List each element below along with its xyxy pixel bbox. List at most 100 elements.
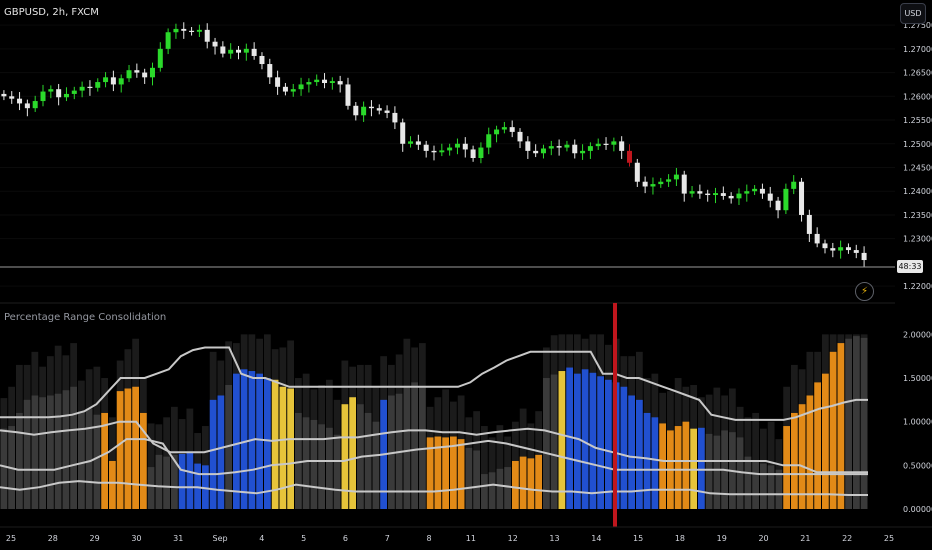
indicator-bar bbox=[845, 338, 852, 509]
candle-body bbox=[236, 49, 242, 53]
indicator-bar bbox=[310, 419, 318, 509]
candle-body bbox=[580, 150, 586, 154]
candle-body bbox=[439, 150, 445, 153]
indicator-bar bbox=[473, 450, 480, 509]
price-grid bbox=[0, 24, 895, 287]
indicator-bar bbox=[457, 439, 465, 509]
time-tick-label: 25 bbox=[6, 534, 16, 543]
candle-body bbox=[149, 67, 155, 78]
indicator-bar bbox=[481, 474, 488, 509]
candle-body bbox=[408, 141, 414, 144]
candle-body bbox=[243, 48, 249, 53]
candle-body bbox=[1, 93, 7, 97]
candle-body bbox=[196, 29, 202, 32]
candle-body bbox=[666, 179, 672, 182]
indicator-bar bbox=[171, 454, 178, 509]
indicator-bar bbox=[643, 412, 651, 509]
candle-body bbox=[759, 188, 765, 194]
time-tick-label: 25 bbox=[884, 534, 894, 543]
indicator-bar bbox=[147, 467, 155, 509]
candle-body bbox=[689, 191, 695, 194]
lightning-icon[interactable]: ⚡ bbox=[855, 282, 874, 301]
indicator-bar bbox=[543, 378, 550, 509]
time-tick-label: 4 bbox=[259, 534, 264, 543]
candle-body bbox=[838, 247, 844, 251]
time-tick-label: 5 bbox=[301, 534, 306, 543]
indicator-bar bbox=[550, 374, 558, 509]
candle-body bbox=[752, 188, 758, 192]
time-tick-label: 13 bbox=[549, 534, 559, 543]
candle-body bbox=[345, 84, 351, 106]
candle-body bbox=[556, 146, 562, 148]
candle-body bbox=[783, 188, 789, 211]
price-y-axis[interactable]: 1.27500 1.27000 1.26500 1.26000 1.25500 1.250… bbox=[903, 21, 932, 291]
indicator-bar bbox=[705, 433, 713, 509]
candle-body bbox=[189, 30, 195, 33]
indicator-line-mid1 bbox=[0, 420, 868, 474]
price-tick-label: 1.22000 bbox=[903, 282, 932, 291]
indicator-bar bbox=[349, 397, 356, 509]
candle-body bbox=[157, 48, 163, 68]
indicator-bar bbox=[62, 390, 70, 509]
indicator-bar bbox=[271, 379, 279, 509]
candle-body bbox=[642, 181, 648, 187]
price-tick-label: 1.24000 bbox=[903, 187, 932, 196]
currency-button[interactable]: USD bbox=[900, 3, 926, 24]
candle-body bbox=[462, 143, 468, 150]
symbol-title: GBPUSD, 2h, FXCM bbox=[4, 7, 99, 18]
indicator-bar bbox=[713, 435, 721, 509]
indicator-bar bbox=[752, 460, 759, 509]
candle-body bbox=[861, 252, 867, 261]
candle-body bbox=[720, 193, 726, 196]
candle-body bbox=[24, 103, 30, 109]
indicator-bar bbox=[0, 428, 8, 509]
candle-body bbox=[470, 149, 476, 158]
indicator-bar bbox=[682, 421, 690, 509]
price-tick-label: 1.26500 bbox=[903, 69, 932, 78]
indicator-lines bbox=[0, 346, 868, 496]
indicator-bar bbox=[318, 424, 325, 509]
indicator-bar bbox=[512, 460, 519, 509]
candle-body bbox=[251, 48, 257, 56]
indicator-bar bbox=[264, 378, 271, 509]
indicator-background-bar bbox=[481, 426, 488, 509]
indicator-bar bbox=[465, 447, 473, 509]
indicator-background-bar bbox=[147, 423, 155, 509]
candle-body bbox=[337, 81, 343, 85]
candle-body bbox=[361, 106, 367, 116]
candle-body bbox=[791, 181, 797, 189]
indicator-bar bbox=[78, 411, 85, 509]
indicator-bar bbox=[116, 391, 124, 509]
indicator-bar bbox=[853, 336, 860, 509]
indicator-bar bbox=[287, 388, 294, 509]
candle-body bbox=[822, 243, 828, 249]
indicator-bar bbox=[233, 373, 240, 509]
time-x-axis[interactable]: 25 28 29 30 31 Sep 4 5 6 7 8 11 12 13 14 15 18 19 20 21 22 25 bbox=[0, 526, 932, 543]
candle-body bbox=[525, 141, 531, 151]
indicator-bar bbox=[860, 337, 868, 509]
indicator-bar bbox=[535, 454, 542, 509]
candle-body bbox=[619, 141, 625, 151]
indicator-bar bbox=[132, 386, 139, 509]
time-tick-label: 6 bbox=[343, 534, 348, 543]
candle-body bbox=[611, 141, 617, 145]
price-tick-label: 1.27500 bbox=[903, 21, 932, 30]
candle-body bbox=[282, 86, 288, 92]
indicator-bar bbox=[16, 412, 23, 509]
candle-body bbox=[181, 28, 187, 31]
candle-body bbox=[95, 82, 101, 88]
candle-body bbox=[540, 148, 546, 154]
indicator-bar bbox=[155, 454, 163, 509]
indicator-bar bbox=[31, 395, 39, 509]
time-tick-label: 8 bbox=[427, 534, 432, 543]
indicator-bar bbox=[519, 456, 527, 509]
candle-body bbox=[384, 110, 390, 113]
indicator-bar bbox=[39, 397, 46, 509]
indicator-bar bbox=[202, 465, 209, 509]
indicator-bar bbox=[527, 458, 535, 509]
candle-body bbox=[533, 150, 539, 154]
